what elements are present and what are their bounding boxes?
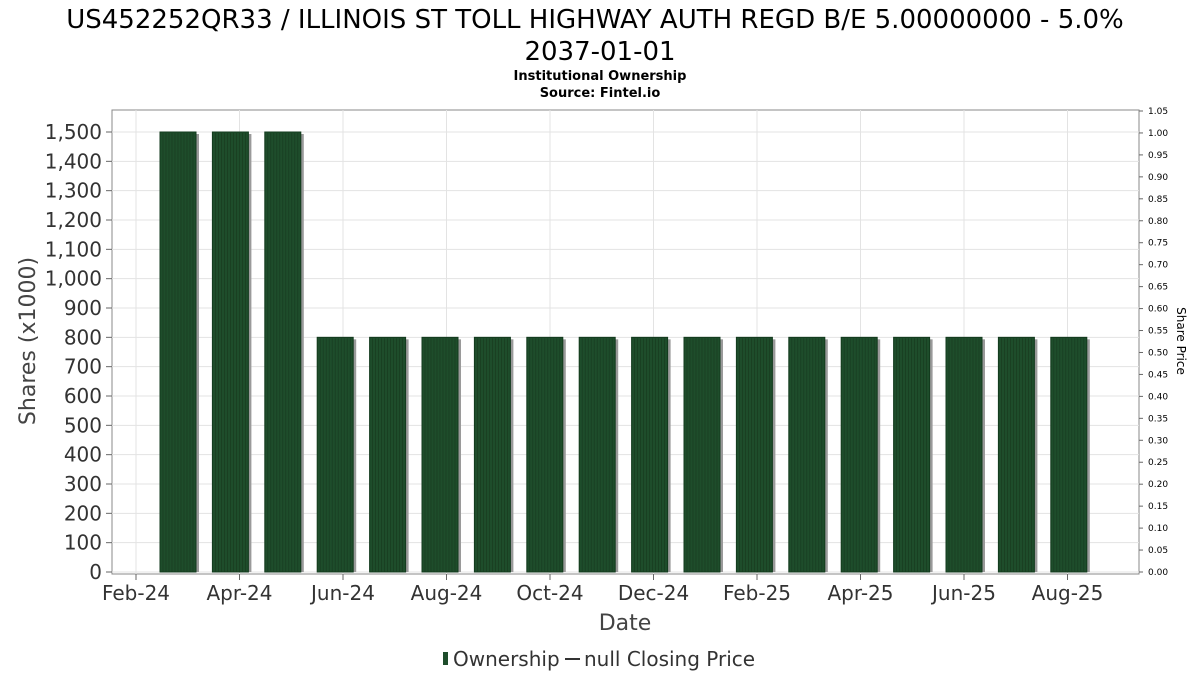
y2-tick-label: 0.25 (1148, 458, 1168, 468)
y-tick-label: 200 (64, 501, 102, 525)
y2-tick-label: 0.50 (1148, 348, 1168, 358)
x-tick-label: Jun-25 (930, 581, 996, 605)
x-axis-label: Date (599, 611, 652, 636)
y2-tick-label: 0.40 (1148, 392, 1168, 402)
y-tick-label: 800 (64, 325, 102, 349)
y-tick-label: 1,500 (45, 120, 102, 144)
x-tick-label: Apr-24 (207, 581, 273, 605)
y2-tick-label: 0.55 (1148, 327, 1168, 337)
y-tick-label: 600 (64, 384, 102, 408)
y2-tick-label: 0.45 (1148, 370, 1168, 380)
legend-price-label: null Closing Price (584, 647, 755, 671)
x-tick-label: Aug-24 (411, 581, 483, 605)
y-tick-label: 1,000 (45, 267, 102, 291)
x-axis-ticks: Feb-24 Apr-24 Jun-24 Aug-24 Oct-24 Dec-24 Feb-… (102, 574, 1103, 605)
y-tick-label: 1,200 (45, 208, 102, 232)
y-tick-label: 700 (64, 355, 102, 379)
y2-tick-label: 1.05 (1148, 107, 1168, 117)
y-tick-label: 1,100 (45, 237, 102, 261)
y2-tick-label: 0.85 (1148, 195, 1168, 205)
y2-tick-label: 0.80 (1148, 217, 1168, 227)
y-axis-ticks: 0 100 200 300 400 500 600 700 800 900 1,000 1,100 1,… (45, 120, 112, 584)
y-tick-label: 300 (64, 472, 102, 496)
y2-axis-ticks: 0.00 0.05 0.10 0.15 0.20 0.25 0.30 0.35 0.40 0.45… (1139, 107, 1168, 578)
y-tick-label: 400 (64, 443, 102, 467)
y2-tick-label: 0.15 (1148, 502, 1168, 512)
x-tick-label: Aug-25 (1032, 581, 1104, 605)
y2-tick-label: 0.60 (1148, 305, 1168, 315)
y-axis-label: Shares (x1000) (16, 257, 41, 425)
y2-tick-label: 0.05 (1148, 546, 1168, 556)
bars-group (159, 131, 1090, 573)
y2-tick-label: 0.20 (1148, 480, 1168, 490)
y-tick-label: 900 (64, 296, 102, 320)
x-tick-label: Feb-24 (102, 581, 170, 605)
chart-subtitle-line1: Institutional Ownership (514, 69, 687, 84)
legend-ownership-swatch (443, 652, 448, 665)
y-tick-label: 500 (64, 413, 102, 437)
y2-tick-label: 0.90 (1148, 173, 1168, 183)
y2-tick-label: 1.00 (1148, 129, 1168, 139)
chart-title-line2: 2037-01-01 (524, 37, 675, 67)
chart-title-line1: US452252QR33 / ILLINOIS ST TOLL HIGHWAY … (66, 5, 1124, 35)
y2-tick-label: 0.00 (1148, 568, 1168, 578)
y-tick-label: 0 (89, 560, 102, 584)
x-tick-label: Oct-24 (516, 581, 583, 605)
y2-tick-label: 0.65 (1148, 283, 1168, 293)
x-tick-label: Apr-25 (828, 581, 894, 605)
legend-ownership-label: Ownership (453, 647, 560, 671)
y2-tick-label: 0.70 (1148, 261, 1168, 271)
x-tick-label: Feb-25 (723, 581, 791, 605)
y-tick-label: 1,400 (45, 149, 102, 173)
y2-tick-label: 0.30 (1148, 436, 1168, 446)
y2-tick-label: 0.10 (1148, 524, 1168, 534)
legend: Ownership null Closing Price (443, 647, 755, 671)
y-tick-label: 1,300 (45, 179, 102, 203)
y2-tick-label: 0.35 (1148, 414, 1168, 424)
y2-tick-label: 0.75 (1148, 239, 1168, 249)
y2-tick-label: 0.95 (1148, 151, 1168, 161)
chart-subtitle-line2: Source: Fintel.io (540, 86, 661, 101)
x-tick-label: Jun-24 (309, 581, 375, 605)
y2-axis-label: Share Price (1174, 307, 1188, 375)
y-tick-label: 100 (64, 531, 102, 555)
x-tick-label: Dec-24 (618, 581, 689, 605)
